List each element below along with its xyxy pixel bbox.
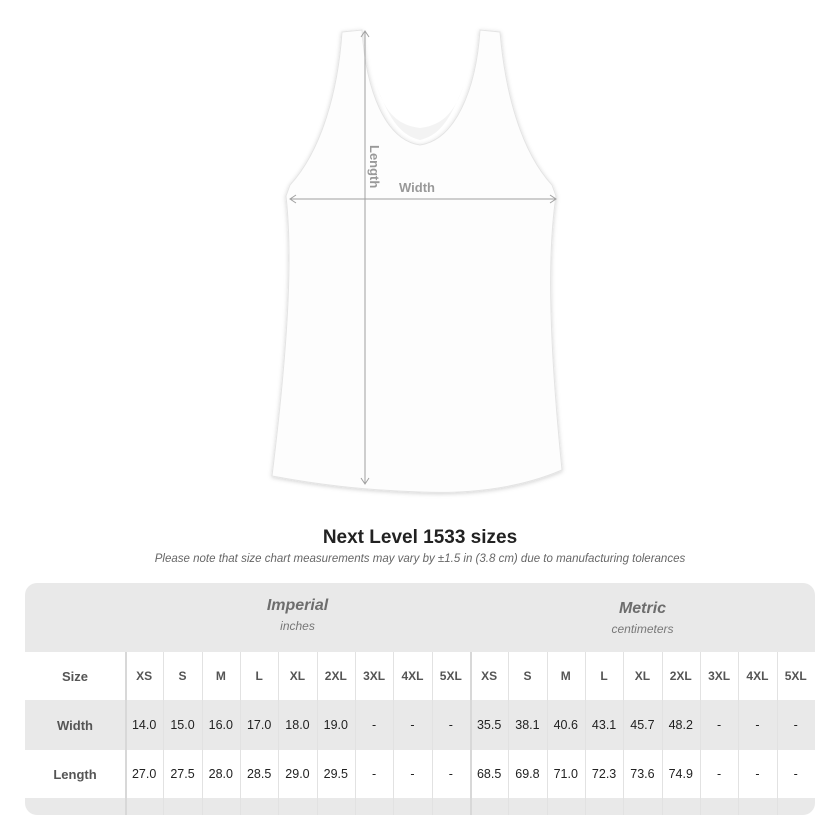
imperial-header: Imperial inches <box>125 597 470 633</box>
table-cell: - <box>755 718 760 732</box>
row-label: Width <box>57 717 93 733</box>
table-row: Length 27.0 27.5 28.0 28.5 29.0 29.5 - - - 68.5 69… <box>25 750 815 798</box>
column-divider <box>354 652 356 815</box>
table-cell: - <box>717 767 722 781</box>
imperial-unit: inches <box>280 619 315 633</box>
row-label: Length <box>53 766 97 782</box>
size-header: 3XL <box>363 669 386 683</box>
size-header: M <box>560 669 571 683</box>
table-cell: 27.0 <box>131 767 157 781</box>
tank-top-diagram: Length Width <box>271 29 563 493</box>
table-cell: 35.5 <box>476 718 502 732</box>
length-label: Length <box>367 145 382 188</box>
table-cell: 18.0 <box>285 718 310 732</box>
column-divider <box>738 652 740 815</box>
column-divider <box>278 652 280 815</box>
size-header: XS <box>136 669 153 683</box>
table-cell: 73.6 <box>630 767 655 781</box>
table-cell: 48.2 <box>668 718 693 732</box>
table-cell: - <box>410 767 415 781</box>
table-cell: 40.6 <box>553 718 578 732</box>
table-cell: - <box>793 767 798 781</box>
column-divider <box>431 652 433 815</box>
table-cell: 17.0 <box>246 718 272 732</box>
size-header: 4XL <box>401 669 424 683</box>
table-cell: 68.5 <box>476 767 502 781</box>
table-cell: 72.3 <box>591 767 617 781</box>
column-divider <box>469 652 472 815</box>
table-cell: 69.8 <box>515 767 540 781</box>
table-cell: - <box>372 718 377 732</box>
column-divider <box>125 652 127 815</box>
bottom-band <box>25 798 815 815</box>
table-cell: 28.5 <box>246 767 272 781</box>
metric-unit: centimeters <box>611 622 674 636</box>
tank-back-inner <box>376 85 464 140</box>
table-cell: 29.0 <box>285 767 310 781</box>
column-divider <box>776 652 778 815</box>
table-cell: - <box>410 718 415 732</box>
table-cell: 16.0 <box>208 718 233 732</box>
column-divider <box>201 652 203 815</box>
size-header: 4XL <box>746 669 769 683</box>
size-table: Imperial inches Metric centimeters Size … <box>25 583 815 815</box>
metric-header: Metric centimeters <box>470 600 815 636</box>
column-divider <box>546 652 548 815</box>
table-cell: 15.0 <box>170 718 195 732</box>
size-header: XL <box>289 669 306 683</box>
size-header: 5XL <box>784 669 807 683</box>
size-header: L <box>600 669 608 683</box>
size-label: Size <box>61 668 88 684</box>
column-divider <box>393 652 395 815</box>
size-header: S <box>523 669 532 683</box>
size-header: 5XL <box>439 669 462 683</box>
table-cell: - <box>448 767 453 781</box>
column-divider <box>508 652 510 815</box>
table-cell: 38.1 <box>515 718 540 732</box>
column-divider <box>584 652 586 815</box>
size-header: XL <box>634 669 651 683</box>
page-title: Next Level 1533 sizes <box>322 527 518 548</box>
tolerance-note: Please note that size chart measurements… <box>154 553 686 565</box>
size-header: XS <box>481 669 498 683</box>
imperial-title: Imperial <box>266 597 329 614</box>
table-cell: - <box>755 767 760 781</box>
metric-title: Metric <box>618 600 667 617</box>
size-header: S <box>178 669 187 683</box>
table-cell: 19.0 <box>323 718 348 732</box>
table-cell: 74.9 <box>668 767 693 781</box>
column-divider <box>163 652 165 815</box>
table-cell: 43.1 <box>591 718 617 732</box>
table-cell: - <box>448 718 453 732</box>
width-row-band <box>25 700 815 750</box>
column-divider <box>239 652 241 815</box>
size-header: 2XL <box>324 669 347 683</box>
size-header: 2XL <box>669 669 692 683</box>
width-label: Width <box>399 180 435 195</box>
table-cell: - <box>372 767 377 781</box>
table-cell: 14.0 <box>131 718 157 732</box>
table-cell: 71.0 <box>553 767 578 781</box>
header-band <box>25 583 815 652</box>
table-row: Width 14.0 15.0 16.0 17.0 18.0 19.0 - - - 35.5 38.… <box>25 700 815 750</box>
size-row: Size XS S M L XL 2XL 3XL 4XL 5XL XS S M L XL 2XL 3XL 4XL… <box>25 652 815 700</box>
column-divider <box>699 652 701 815</box>
table-cell: 28.0 <box>208 767 233 781</box>
table-cell: 29.5 <box>323 767 348 781</box>
column-divider <box>316 652 318 815</box>
column-divider <box>623 652 625 815</box>
table-cell: - <box>793 718 798 732</box>
table-cell: - <box>717 718 722 732</box>
size-header: L <box>255 669 263 683</box>
table-cell: 45.7 <box>630 718 655 732</box>
tank-body <box>271 29 563 493</box>
table-cell: 27.5 <box>170 767 195 781</box>
column-divider <box>661 652 663 815</box>
size-header: M <box>215 669 226 683</box>
size-header: 3XL <box>708 669 731 683</box>
